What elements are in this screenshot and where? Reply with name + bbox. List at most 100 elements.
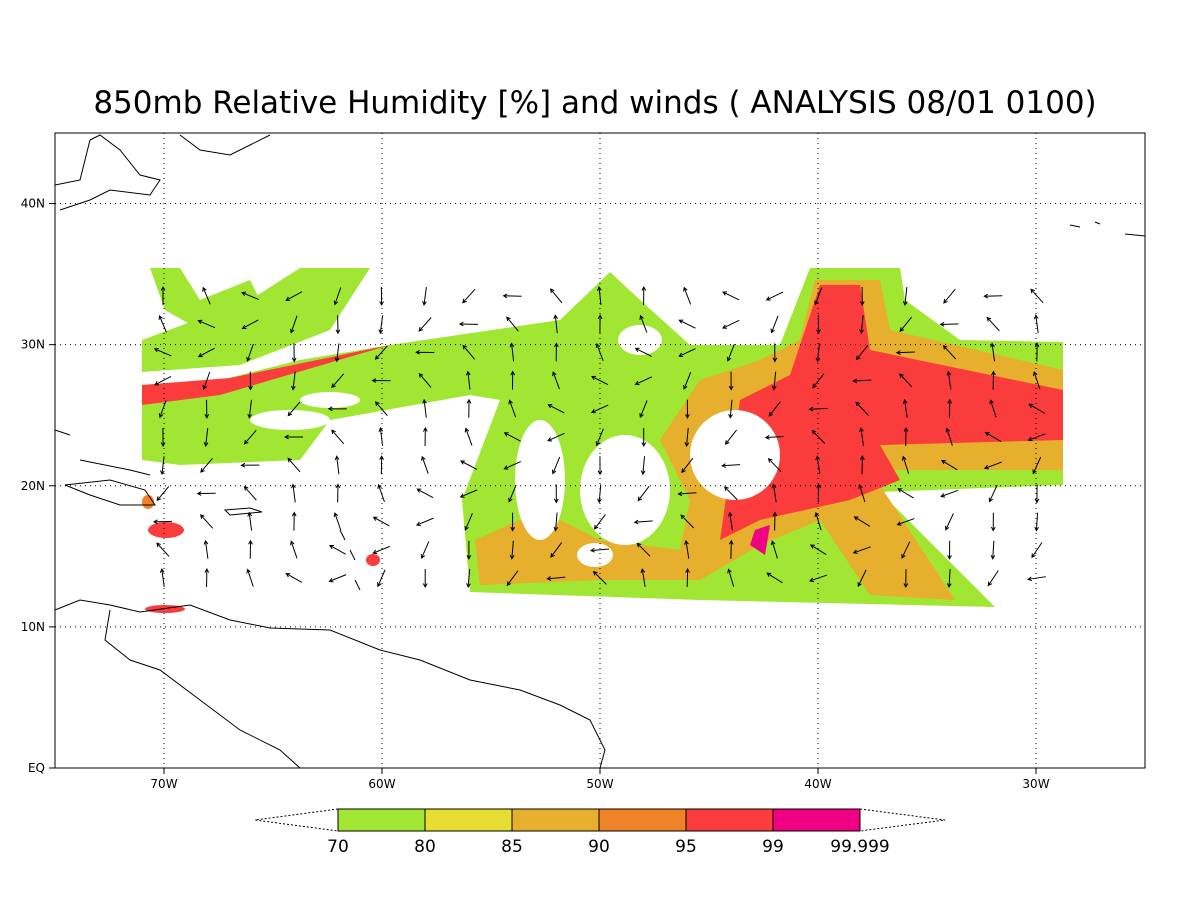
wind-arrow <box>160 285 166 306</box>
wind-arrows <box>152 285 1046 589</box>
wind-arrow <box>553 512 559 532</box>
wind-arrow <box>591 375 609 386</box>
wind-arrow <box>203 539 209 559</box>
wind-arrow <box>597 286 602 306</box>
wind-arrow <box>902 398 908 418</box>
wind-arrow <box>815 455 821 475</box>
wind-arrow <box>859 427 864 446</box>
wind-arrow <box>335 315 341 335</box>
wind-arrow <box>728 539 734 559</box>
wind-arrow <box>721 463 741 468</box>
wind-arrow <box>202 286 211 305</box>
wind-arrow <box>1030 288 1044 304</box>
colorbar-label: 95 <box>675 837 697 857</box>
wind-arrow <box>154 375 172 386</box>
wind-arrow <box>681 457 694 474</box>
wind-arrow <box>986 316 1000 332</box>
wind-arrow <box>416 488 434 499</box>
wind-arrow <box>855 401 869 416</box>
wind-arrow <box>1034 342 1040 362</box>
colorbar-label: 99 <box>762 837 784 857</box>
wind-arrow <box>639 314 648 333</box>
wind-arrow <box>241 291 259 300</box>
wind-arrow <box>765 291 784 301</box>
wind-arrow <box>859 286 865 307</box>
wind-arrow <box>683 372 692 390</box>
wind-arrow <box>641 285 647 306</box>
wind-arrow <box>422 568 428 589</box>
wind-arrow <box>637 485 650 502</box>
wind-arrow <box>634 347 652 357</box>
wind-arrow <box>640 456 646 476</box>
humidity-field <box>142 268 1063 613</box>
wind-arrow <box>768 401 781 417</box>
wind-arrow <box>247 399 253 419</box>
wind-arrow <box>809 544 827 555</box>
wind-arrow <box>983 293 1003 299</box>
wind-arrow <box>987 570 999 587</box>
wind-arrow <box>940 489 959 498</box>
wind-arrow <box>422 426 428 447</box>
wind-arrow <box>248 539 253 559</box>
wind-arrow <box>546 576 566 581</box>
wind-arrow <box>291 371 296 391</box>
wind-arrow <box>290 540 298 559</box>
wind-arrow <box>200 457 213 473</box>
wind-arrow <box>371 378 391 383</box>
wind-arrow <box>945 427 953 446</box>
wind-arrow <box>641 427 647 448</box>
wind-arrow <box>685 399 690 419</box>
colorbar-label: 70 <box>327 837 349 857</box>
wind-arrow <box>728 399 733 419</box>
wind-arrow <box>333 512 342 531</box>
wind-arrow <box>772 343 778 363</box>
colorbar-label: 90 <box>588 837 610 857</box>
wind-arrow <box>858 483 866 503</box>
wind-arrow <box>503 432 521 442</box>
wind-arrow <box>372 516 390 527</box>
wind-arrow <box>989 399 997 418</box>
wind-arrow <box>197 347 215 358</box>
wind-arrow <box>196 491 216 496</box>
wind-arrow <box>550 542 563 558</box>
wind-arrow <box>549 288 563 304</box>
wind-arrow <box>418 317 432 332</box>
wind-arrow <box>770 540 778 559</box>
wind-arrow <box>462 288 476 304</box>
wind-arrow <box>633 519 653 525</box>
wind-arrow <box>334 343 340 363</box>
wind-arrow <box>859 455 865 475</box>
wind-arrow <box>243 485 257 501</box>
wind-arrow <box>248 371 253 391</box>
wind-arrow <box>766 572 783 584</box>
colorbar: 70 80 85 90 95 99 99.999 <box>254 808 946 857</box>
wind-arrow <box>639 400 648 419</box>
wind-arrow <box>1032 456 1042 475</box>
wind-arrow <box>896 518 915 526</box>
wind-arrow <box>1034 512 1039 532</box>
wind-arrow <box>990 342 996 362</box>
wind-arrow <box>199 514 214 529</box>
wind-arrow <box>770 315 779 334</box>
colorbar-box <box>511 808 600 832</box>
wind-arrow <box>378 427 384 446</box>
wind-arrow <box>418 372 432 388</box>
wind-arrow <box>327 406 347 412</box>
colorbar-box <box>772 808 861 832</box>
wind-arrow <box>204 567 210 588</box>
wind-arrow <box>1027 576 1046 582</box>
wind-arrow <box>677 491 697 497</box>
wind-arrow <box>464 513 473 531</box>
wind-arrow <box>589 547 610 553</box>
wind-arrow <box>553 314 559 334</box>
wind-arrow <box>903 426 909 447</box>
wind-arrow <box>379 286 384 307</box>
wind-arrow <box>684 539 690 559</box>
wind-arrow <box>946 370 952 390</box>
wind-arrow <box>767 457 782 473</box>
wind-arrow <box>153 347 172 357</box>
wind-arrow <box>680 514 695 529</box>
x-tick-label: 60W <box>368 777 395 791</box>
y-tick-label: 40N <box>21 197 45 211</box>
wind-arrow <box>509 540 515 560</box>
